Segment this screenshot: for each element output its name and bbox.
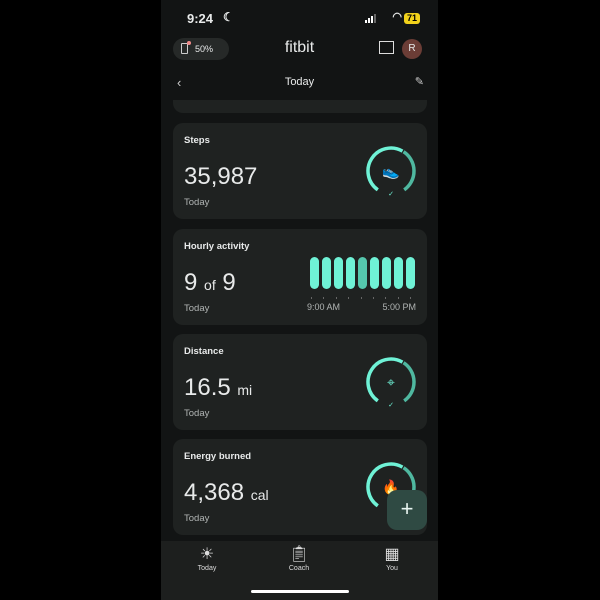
card-sub: Today (184, 513, 210, 524)
hour-tick (410, 297, 411, 299)
partial-card (173, 100, 427, 113)
signal-icon (365, 14, 376, 23)
energy-card[interactable]: Energy burned 4,368 cal Today 🔥✓ (173, 439, 427, 535)
card-sub: Today (184, 197, 210, 208)
hour-bar (370, 257, 379, 289)
ring-progress (366, 357, 404, 403)
hour-bar (394, 257, 403, 289)
hour-tick (335, 297, 337, 299)
location-pin-icon: ⌖ (387, 374, 395, 390)
steps-card[interactable]: Steps 35,987 Today 👟 ✓ (173, 123, 427, 219)
card-label: Steps (184, 135, 210, 146)
hour-bar (358, 257, 367, 289)
battery-indicator: 71 (403, 13, 420, 24)
date-nav: ‹ Today ✎ (161, 75, 438, 92)
end-time-label: 5:00 PM (382, 302, 416, 312)
clipboard-icon: 📋︎ (288, 546, 310, 563)
home-indicator (251, 590, 349, 593)
ring-progress-extra (402, 361, 416, 403)
status-bar: 9:24 ☾ ◠ 71 (161, 10, 438, 28)
tab-you[interactable]: ▦ You (362, 545, 422, 572)
hour-bar (346, 257, 355, 289)
app-header: 50% fitbit R (161, 38, 438, 60)
avatar[interactable]: R (402, 39, 422, 59)
notification-dot (187, 41, 191, 45)
card-label: Distance (184, 346, 224, 357)
phone-icon (181, 43, 188, 54)
ring-progress (366, 146, 404, 192)
tab-today[interactable]: ☀ Today (177, 545, 237, 572)
hour-bar (322, 257, 331, 289)
energy-value: 4,368 cal (184, 479, 269, 506)
steps-ring: 👟✓ (366, 146, 416, 198)
tab-coach[interactable]: 📋︎ Coach (269, 545, 329, 572)
page-title: Today (284, 76, 315, 88)
sunrise-icon: ☀ (199, 546, 215, 563)
check-icon: ✓ (388, 191, 394, 198)
grid-icon: ▦ (384, 546, 400, 563)
hour-bar (334, 257, 343, 289)
bottom-nav: ☀ Today 📋︎ Coach ▦ You (161, 541, 438, 600)
wifi-icon: ◠ (392, 11, 402, 23)
device-battery-button[interactable]: 50% (173, 38, 229, 60)
hourly-bars (310, 257, 415, 289)
hour-tick (311, 297, 312, 299)
hour-tick (348, 297, 350, 299)
shoe-icon: 👟 (382, 163, 400, 180)
distance-ring: ⌖✓ (366, 357, 416, 409)
hour-tick (397, 297, 399, 299)
card-label: Energy burned (184, 451, 252, 462)
ring-progress (366, 462, 404, 508)
add-button[interactable]: + (387, 490, 427, 530)
card-sub: Today (184, 408, 210, 419)
phone-screen: 9:24 ☾ ◠ 71 50% fitbit R ‹ Today ✎ Steps… (161, 0, 438, 600)
hourly-activity-card[interactable]: Hourly activity 9 of 9 Today 9:00 AM 5:0… (173, 229, 427, 325)
hour-bar (406, 257, 415, 289)
card-label: Hourly activity (184, 241, 250, 252)
distance-card[interactable]: Distance 16.5 mi Today ⌖ ✓ (173, 334, 427, 430)
clock: 9:24 (187, 11, 214, 26)
card-sub: Today (184, 303, 210, 314)
check-icon: ✓ (388, 402, 394, 409)
hour-bar (382, 257, 391, 289)
hourly-value: 9 of 9 (184, 269, 236, 296)
distance-value: 16.5 mi (184, 374, 253, 401)
hour-bar (310, 257, 319, 289)
edit-pencil-icon[interactable]: ✎ (414, 76, 424, 88)
hour-tick (360, 297, 362, 299)
steps-value: 35,987 (184, 163, 258, 190)
hour-ticks (307, 297, 415, 299)
chat-icon[interactable] (379, 41, 394, 54)
device-battery-label: 50% (195, 44, 214, 54)
hour-tick (372, 297, 374, 299)
ring-progress-extra (402, 150, 416, 192)
hour-tick (323, 297, 325, 299)
back-chevron-icon[interactable]: ‹ (177, 75, 182, 90)
moon-icon: ☾ (223, 10, 234, 24)
hour-tick (385, 297, 387, 299)
start-time-label: 9:00 AM (307, 302, 341, 312)
fitbit-logo: fitbit (284, 39, 315, 56)
